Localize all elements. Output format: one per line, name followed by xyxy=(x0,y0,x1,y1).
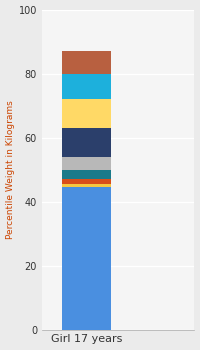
Y-axis label: Percentile Weight in Kilograms: Percentile Weight in Kilograms xyxy=(6,100,15,239)
Bar xyxy=(62,179,111,184)
Bar xyxy=(62,51,111,74)
Bar xyxy=(62,184,111,187)
Bar xyxy=(62,74,111,99)
Bar xyxy=(62,128,111,157)
Bar xyxy=(62,157,111,169)
Bar xyxy=(62,187,111,330)
Bar xyxy=(62,99,111,128)
Bar xyxy=(62,169,111,179)
